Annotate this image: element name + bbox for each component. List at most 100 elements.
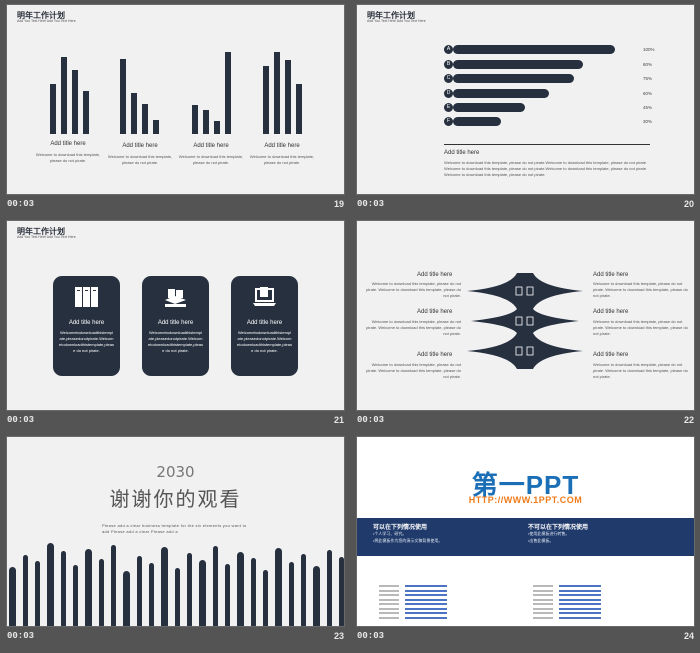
row-letter: E bbox=[444, 103, 453, 112]
bar bbox=[153, 120, 159, 134]
can-use-item: •个人学习、研究。 bbox=[373, 531, 407, 536]
bar bbox=[120, 59, 126, 134]
slide-duration: 00:03 bbox=[357, 631, 385, 641]
pill-shape bbox=[301, 554, 306, 626]
link-row[interactable] bbox=[533, 606, 605, 619]
bar bbox=[72, 70, 78, 134]
pill-shape bbox=[123, 571, 130, 626]
item-desc: Welcome to download this template, pleas… bbox=[366, 319, 461, 336]
pill-shape bbox=[9, 567, 16, 626]
link-row[interactable] bbox=[379, 588, 451, 601]
item-title: Add title here bbox=[122, 143, 158, 149]
pill-shape bbox=[237, 552, 244, 626]
cannot-use-title: 不可以在下列情况使用 bbox=[528, 525, 589, 531]
pill-shape bbox=[161, 547, 168, 626]
pill-shape bbox=[35, 561, 40, 626]
link-row[interactable] bbox=[379, 606, 451, 619]
pill-shape bbox=[313, 566, 320, 626]
slide-thumbnail-19[interactable]: 明年工作计划 Add You Text Here Add You Text He… bbox=[6, 4, 345, 195]
row-letter: D bbox=[444, 89, 453, 98]
slide-number: 23 bbox=[333, 631, 344, 641]
bar bbox=[192, 105, 198, 134]
row-value: 100% bbox=[643, 47, 655, 52]
link-row[interactable] bbox=[379, 583, 451, 596]
link-row[interactable] bbox=[379, 579, 451, 592]
link-row[interactable] bbox=[533, 574, 605, 587]
pill-shape bbox=[263, 570, 268, 626]
pill-shape bbox=[23, 555, 28, 626]
pill-shape bbox=[213, 546, 218, 626]
link-row[interactable] bbox=[533, 579, 605, 592]
block-title: Add title here bbox=[444, 150, 480, 156]
pill-shape bbox=[187, 553, 192, 626]
pill-shape bbox=[61, 551, 66, 626]
slide-number: 21 bbox=[333, 415, 344, 425]
link-row[interactable] bbox=[533, 588, 605, 601]
row-letter: A bbox=[444, 45, 453, 54]
link-row[interactable] bbox=[533, 592, 605, 605]
slide-meta: 00:03 22 bbox=[357, 413, 694, 429]
row-value: 30% bbox=[643, 119, 653, 124]
pill-shape bbox=[327, 550, 332, 626]
bar bbox=[131, 93, 137, 134]
item-desc: Welcome to download this template, pleas… bbox=[593, 362, 688, 379]
progress-bar bbox=[453, 103, 525, 112]
item-title: Add title here bbox=[417, 309, 453, 315]
slide-meta: 00:03 24 bbox=[357, 629, 694, 645]
slide-meta: 00:03 21 bbox=[7, 413, 344, 429]
bar bbox=[50, 84, 56, 134]
item-title: Add title here bbox=[593, 309, 629, 315]
slide-thumbnail-21[interactable]: 明年工作计划 Add You Text Here Add You Text He… bbox=[6, 220, 345, 411]
card-title: Add title here bbox=[246, 320, 283, 326]
slide-number: 22 bbox=[683, 415, 694, 425]
slide-thumbnail-22[interactable]: Add title here Welcome to download this … bbox=[356, 220, 695, 411]
item-desc: Welcome to download this template, pleas… bbox=[178, 154, 244, 165]
link-row[interactable] bbox=[379, 592, 451, 605]
pill-shape bbox=[339, 557, 344, 626]
slide-number: 19 bbox=[333, 199, 344, 209]
divider bbox=[444, 144, 650, 145]
slide-subtitle: Add You Text Here Add You Text Here bbox=[17, 19, 76, 23]
card-desc: Welcometodownloadthistemplate,pleasedono… bbox=[148, 330, 203, 353]
slide-title: 明年工作计划 bbox=[17, 11, 65, 20]
pill-shape bbox=[289, 562, 294, 626]
bar bbox=[83, 91, 89, 134]
slide-duration: 00:03 bbox=[7, 199, 35, 209]
bar bbox=[296, 84, 302, 134]
row-letter: B bbox=[444, 60, 453, 69]
slide-title: 明年工作计划 bbox=[367, 11, 415, 20]
slide-thumbnail-23[interactable]: 2030 谢谢你的观看 Please add a clear business … bbox=[6, 436, 345, 627]
row-letter: F bbox=[444, 117, 453, 126]
row-letter: C bbox=[444, 74, 453, 83]
item-title: Add title here bbox=[417, 272, 453, 278]
link-row[interactable] bbox=[379, 574, 451, 587]
link-row[interactable] bbox=[379, 597, 451, 610]
brand-url[interactable]: HTTP://WWW.1PPT.COM bbox=[468, 495, 583, 505]
item-desc: Welcome to download this template, pleas… bbox=[593, 281, 688, 298]
slide-duration: 00:03 bbox=[357, 415, 385, 425]
feature-card: Add title here Welcometodownloadthistemp… bbox=[142, 276, 209, 376]
bar bbox=[142, 104, 148, 134]
link-row[interactable] bbox=[533, 601, 605, 614]
item-desc: Welcome to download this template, pleas… bbox=[107, 154, 173, 165]
bar bbox=[203, 110, 209, 134]
slide-thumbnail-20[interactable]: 明年工作计划 Add You Text Here Add You Text He… bbox=[356, 4, 695, 195]
item-title: Add title here bbox=[593, 272, 629, 278]
pill-shape bbox=[111, 545, 116, 626]
block-desc: Welcome to download this template, pleas… bbox=[444, 160, 648, 177]
lockers-icon bbox=[75, 287, 98, 307]
item-desc: Welcome to download this template, pleas… bbox=[593, 319, 688, 336]
pill-shape bbox=[251, 558, 256, 626]
link-row[interactable] bbox=[379, 601, 451, 614]
pill-shape bbox=[73, 565, 78, 626]
link-row[interactable] bbox=[533, 583, 605, 596]
pill-shape bbox=[47, 543, 54, 626]
slide-thumbnail-24[interactable]: 第一PPT HTTP://WWW.1PPT.COM 可以在下列情况使用 •个人学… bbox=[356, 436, 695, 627]
link-row[interactable] bbox=[533, 597, 605, 610]
bar bbox=[285, 60, 291, 134]
brand-logo: 第一PPT bbox=[471, 470, 580, 500]
slide-meta: 00:03 19 bbox=[7, 197, 344, 213]
pill-shape bbox=[199, 560, 206, 626]
row-value: 80% bbox=[643, 62, 653, 67]
item-title: Add title here bbox=[264, 143, 300, 149]
